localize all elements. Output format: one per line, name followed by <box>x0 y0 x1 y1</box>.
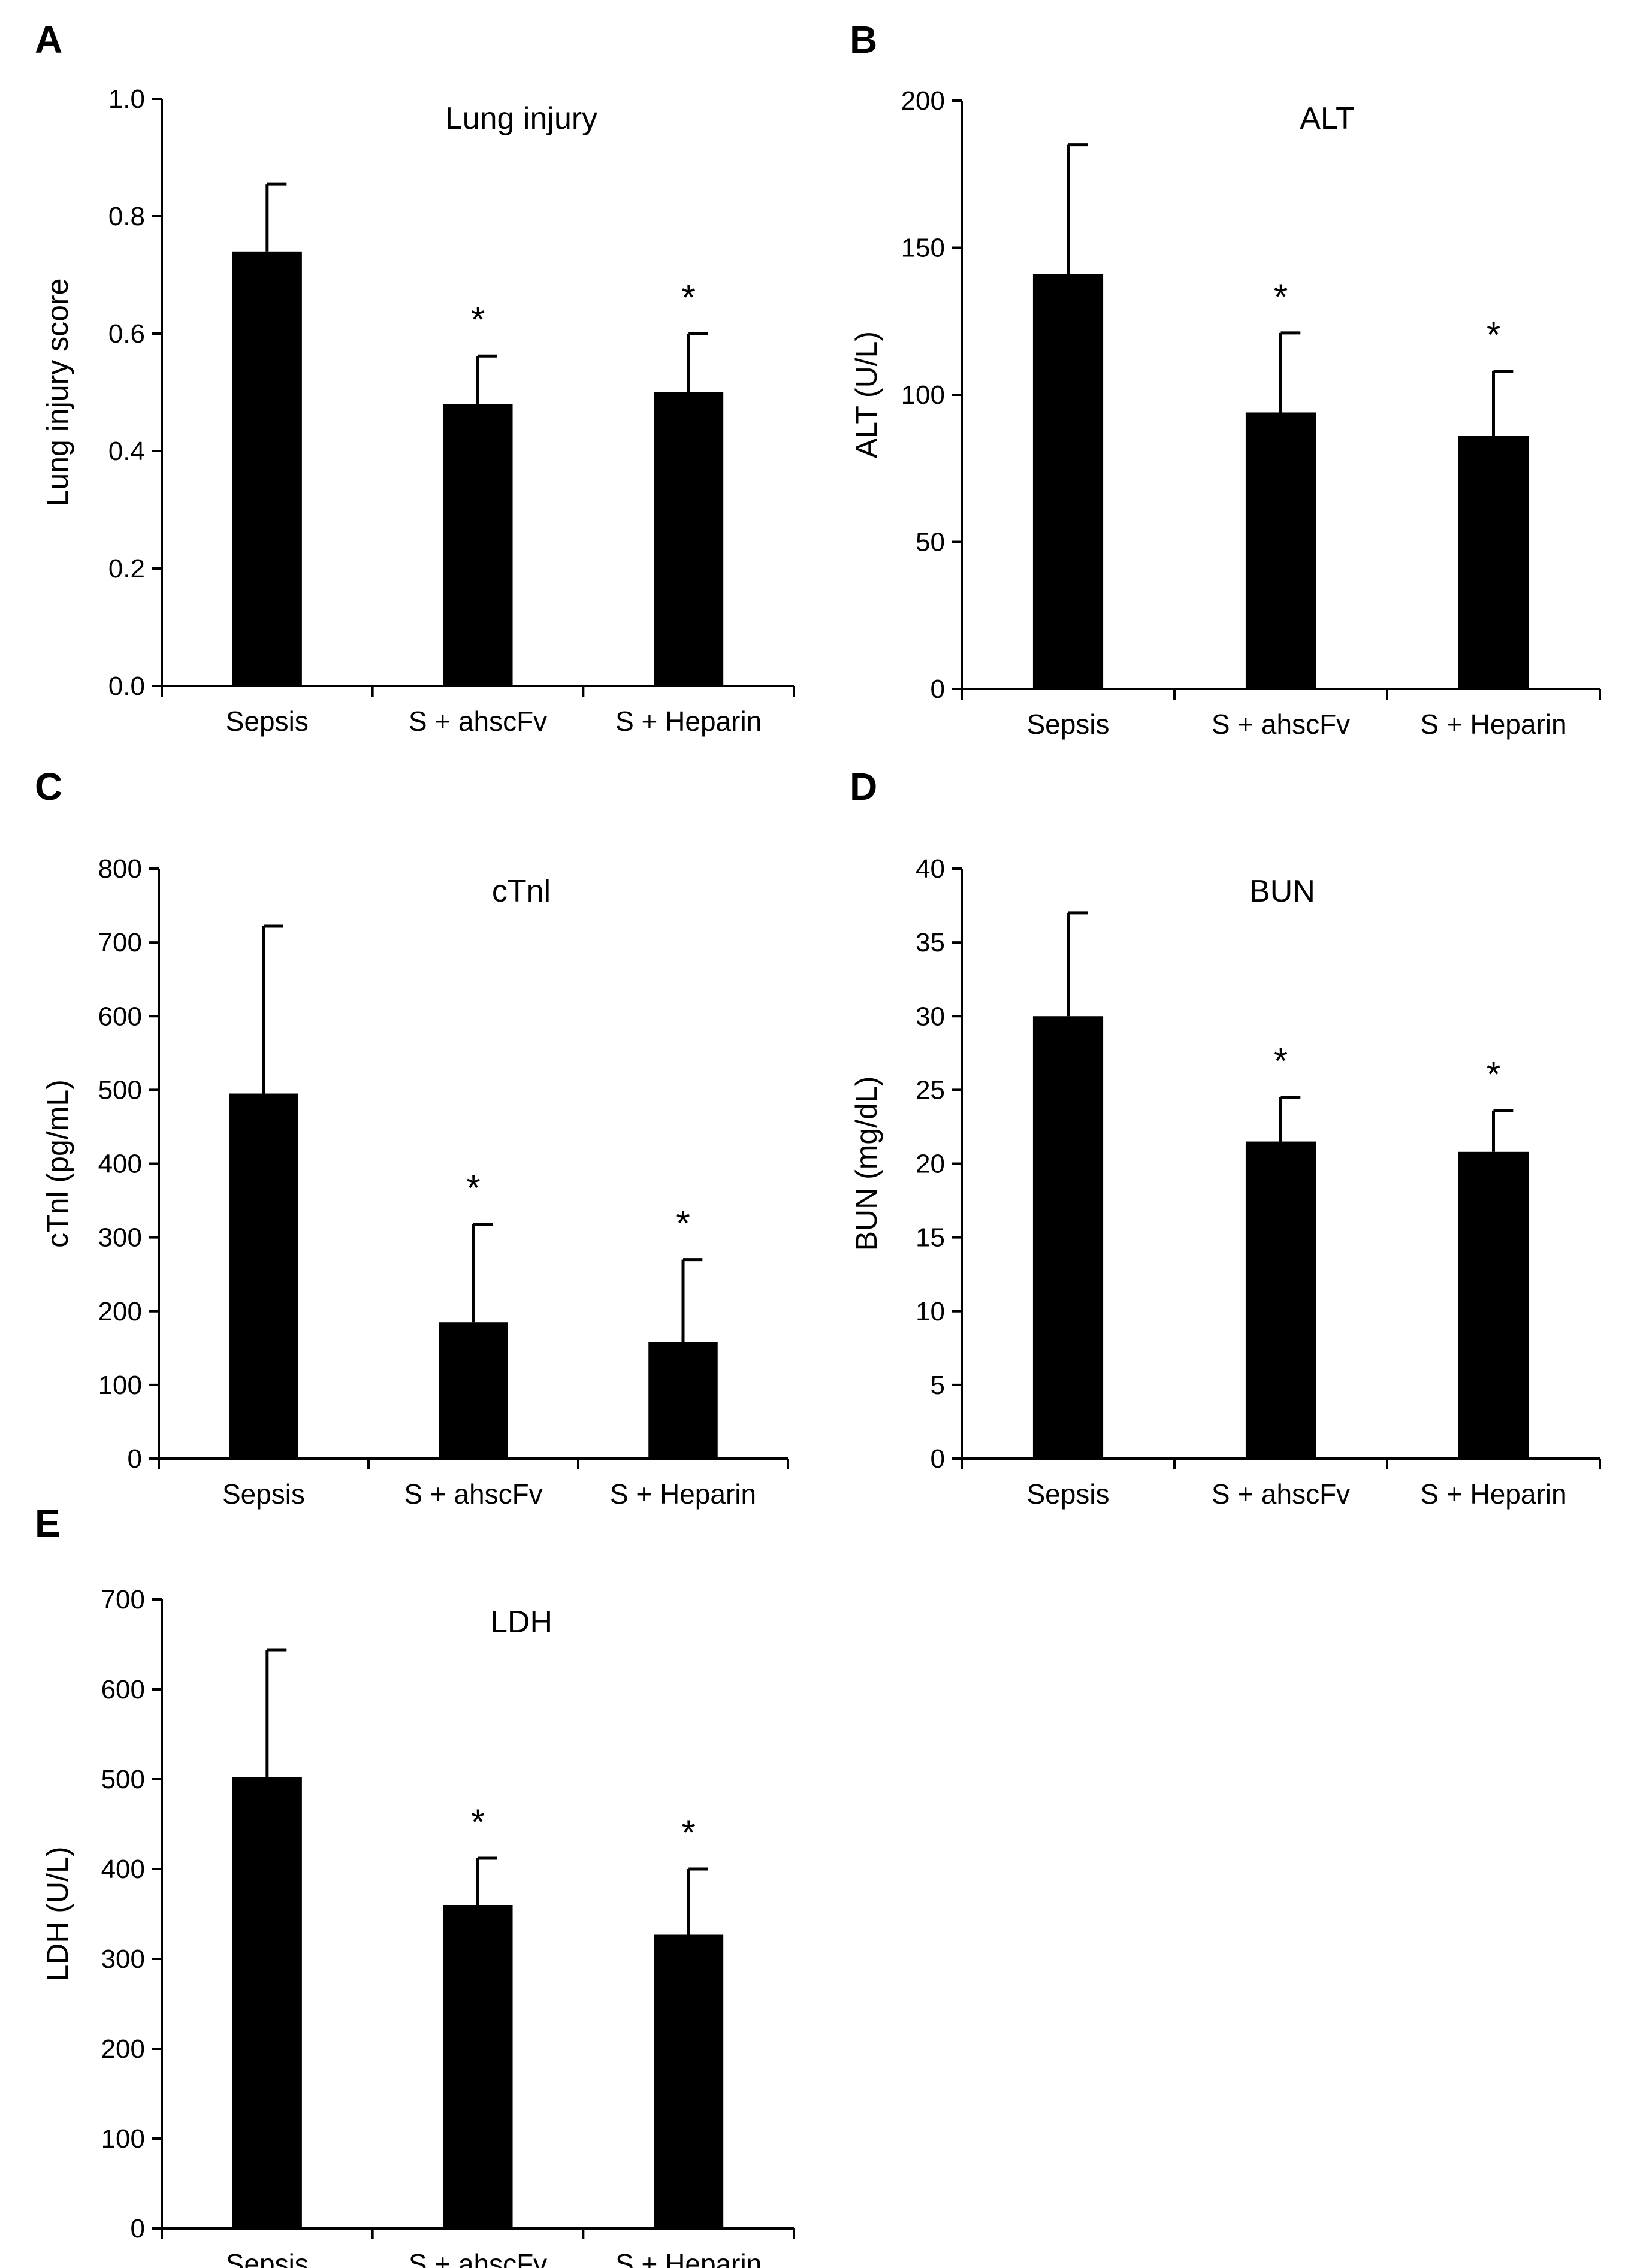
chart-panel-a: A Lung injury 0.0 0.2 0.4 0.6 0.8 1.0 Lung injur… <box>35 18 795 737</box>
category-label: S + ahscFv <box>409 706 547 737</box>
category-label: Sepsis <box>226 706 309 737</box>
chart-title: Lung injury <box>445 101 597 136</box>
y-tick-label: 0 <box>931 675 945 704</box>
y-tick-label: 100 <box>101 2124 145 2154</box>
y-tick-label: 200 <box>901 86 945 116</box>
bar <box>443 1905 513 2228</box>
y-axis-label: Lung injury score <box>41 279 74 507</box>
significance-marker: * <box>1487 1054 1500 1094</box>
category-label: Sepsis <box>1026 709 1109 740</box>
y-tick-label: 100 <box>98 1371 142 1400</box>
y-axis-label: LDH (U/L) <box>41 1846 74 1981</box>
significance-marker: * <box>1274 1041 1288 1081</box>
bar <box>232 251 302 686</box>
category-label: Sepsis <box>222 1478 305 1510</box>
y-axis-label: BUN (mg/dL) <box>850 1076 883 1251</box>
y-tick-label: 40 <box>916 854 945 884</box>
significance-marker: * <box>681 1813 695 1853</box>
y-tick-label: 25 <box>916 1075 945 1105</box>
bar <box>1458 436 1529 689</box>
significance-marker: * <box>681 277 695 317</box>
bar <box>654 1934 724 2228</box>
y-tick-label: 500 <box>101 1765 145 1794</box>
category-label: S + Heparin <box>610 1478 756 1510</box>
y-axis-label: cTnl (pg/mL) <box>41 1079 74 1248</box>
y-tick-label: 0 <box>128 1444 142 1474</box>
y-tick-label: 0.0 <box>108 672 145 701</box>
y-tick-label: 100 <box>901 380 945 410</box>
y-tick-label: 500 <box>98 1075 142 1105</box>
y-tick-label: 800 <box>98 854 142 884</box>
significance-marker: * <box>471 300 485 340</box>
y-tick-label: 35 <box>916 928 945 957</box>
y-tick-label: 400 <box>101 1855 145 1884</box>
chart-title: BUN <box>1249 874 1315 909</box>
y-tick-label: 0 <box>931 1444 945 1474</box>
y-tick-label: 0.8 <box>108 202 145 231</box>
y-tick-label: 700 <box>98 928 142 957</box>
panel-letter: C <box>35 765 62 808</box>
y-tick-label: 600 <box>101 1675 145 1704</box>
bar <box>1458 1151 1529 1459</box>
chart-title: ALT <box>1300 101 1355 136</box>
category-label: S + Heparin <box>1420 709 1566 740</box>
chart-panel-d: D BUN 0 5 10 15 20 25 30 35 40 BUN (mg/dL) Sepsis * S … <box>850 765 1601 1510</box>
y-tick-label: 200 <box>98 1297 142 1326</box>
category-label: S + Heparin <box>615 706 762 737</box>
y-tick-label: 1.0 <box>108 84 145 114</box>
bar <box>648 1342 718 1459</box>
bar <box>1032 1016 1104 1459</box>
y-tick-label: 0.4 <box>108 437 145 466</box>
category-label: S + ahscFv <box>1212 1478 1350 1510</box>
chart-title: cTnl <box>492 874 551 909</box>
y-tick-label: 0 <box>131 2214 145 2243</box>
y-tick-label: 700 <box>101 1585 145 1614</box>
y-tick-label: 300 <box>98 1223 142 1253</box>
y-tick-label: 600 <box>98 1002 142 1031</box>
bar <box>1245 1141 1316 1459</box>
y-tick-label: 300 <box>101 1945 145 1974</box>
y-tick-label: 0.6 <box>108 319 145 349</box>
y-axis-label: ALT (U/L) <box>850 331 883 458</box>
category-label: S + Heparin <box>1420 1478 1566 1510</box>
panel-letter: B <box>850 18 877 61</box>
significance-marker: * <box>471 1802 485 1842</box>
category-label: Sepsis <box>1026 1478 1109 1510</box>
chart-panel-e: E LDH 0 100 200 300 400 500 600 700 LDH (U/L) Sepsi… <box>35 1502 795 2268</box>
chart-title: LDH <box>490 1605 552 1640</box>
category-label: S + ahscFv <box>409 2248 547 2268</box>
bar <box>232 1777 302 2228</box>
y-tick-label: 10 <box>916 1297 945 1326</box>
y-tick-label: 20 <box>916 1150 945 1179</box>
category-label: S + ahscFv <box>1212 709 1350 740</box>
panel-letter: A <box>35 18 62 61</box>
bar <box>1245 412 1316 689</box>
y-tick-label: 150 <box>901 234 945 263</box>
bar <box>654 392 724 686</box>
panel-letter: D <box>850 765 877 808</box>
chart-panel-b: B ALT 0 50 100 150 200 ALT (U/L) Sepsis * S + ahsc… <box>850 18 1601 740</box>
bar <box>229 1093 298 1459</box>
significance-marker: * <box>1274 277 1288 317</box>
y-tick-label: 0.2 <box>108 554 145 583</box>
significance-marker: * <box>676 1203 690 1244</box>
category-label: S + ahscFv <box>404 1478 542 1510</box>
significance-marker: * <box>466 1168 480 1208</box>
bar <box>443 404 513 686</box>
panel-letter: E <box>35 1502 61 1545</box>
y-tick-label: 30 <box>916 1002 945 1031</box>
bar <box>1032 274 1104 689</box>
y-tick-label: 50 <box>916 528 945 557</box>
category-label: S + Heparin <box>615 2248 762 2268</box>
significance-marker: * <box>1487 315 1500 355</box>
y-tick-label: 5 <box>931 1371 945 1400</box>
category-label: Sepsis <box>226 2248 309 2268</box>
y-tick-label: 15 <box>916 1223 945 1253</box>
y-tick-label: 200 <box>101 2034 145 2064</box>
bar <box>439 1322 508 1459</box>
y-tick-label: 400 <box>98 1150 142 1179</box>
